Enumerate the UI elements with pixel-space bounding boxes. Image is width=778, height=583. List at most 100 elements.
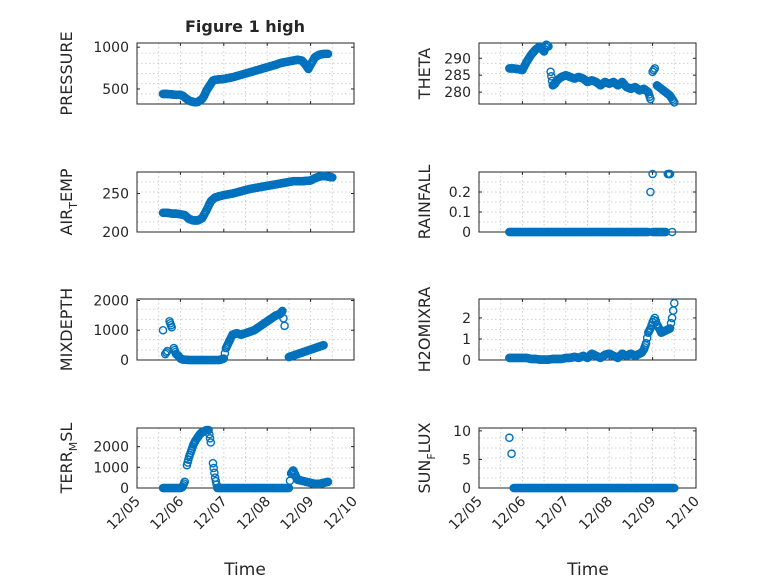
y-axis-label: PRESSURE (57, 31, 76, 115)
data-point (507, 449, 516, 459)
x-tick-label: 12/09 (620, 494, 660, 534)
y-tick-label: 2000 (93, 440, 129, 456)
y-tick-label: 0 (120, 353, 129, 369)
subplot-5: 0 1000 2000 MIXDEPTH (57, 288, 355, 371)
data-point (641, 338, 651, 348)
grid-lines (479, 428, 696, 488)
axes-frame (136, 42, 355, 105)
x-tick-label: 12/05 (446, 494, 486, 534)
y-tick-label: 200 (102, 225, 129, 241)
subplot-7: 12/05 12/06 12/07 12/08 12/09 12/10 0 1000 2000 T… (57, 423, 361, 534)
y-axis-label: H2OMIXRA (415, 287, 434, 373)
y-axis-label: MIXDEPTH (57, 288, 76, 371)
data-point (205, 429, 214, 439)
y-tick-label: 10 (453, 424, 471, 440)
y-tick-label: 1000 (93, 460, 129, 476)
x-tick-label: 12/07 (191, 494, 231, 534)
subplot-8: 12/05 12/06 12/07 12/08 12/09 12/10 0 5 10 SUNFLU… (415, 422, 703, 533)
x-axis-label-left: Time (223, 560, 266, 580)
y-tick-label: 250 (102, 187, 129, 203)
y-axis-label-main: H2OMIXRA (415, 287, 434, 373)
data-point (180, 477, 190, 487)
x-tick-label: 12/09 (278, 494, 318, 534)
x-axis-label-right: Time (566, 560, 609, 580)
data-point (667, 227, 677, 237)
x-tick-label: 12/08 (234, 494, 274, 534)
data-point (665, 324, 675, 333)
y-tick-label: 0 (462, 225, 471, 241)
data-point (208, 458, 218, 468)
y-tick-label: 0.2 (449, 185, 471, 201)
y-axis-label-main: MIXDEPTH (57, 288, 76, 371)
y-axis-label: SUNFLUX (415, 422, 438, 493)
y-axis-label-tail: LUX (415, 422, 434, 453)
data-point (219, 354, 229, 363)
series-points (158, 171, 337, 225)
data-point (544, 42, 553, 51)
data-point (668, 96, 678, 105)
series-points (158, 306, 328, 365)
y-tick-label: 2 (462, 311, 471, 327)
series-points (505, 40, 679, 107)
x-tick-label: 12/06 (147, 493, 187, 533)
subplot-3: 200 250 AIRTEMP (57, 168, 355, 241)
y-axis-label-main: PRESSURE (57, 31, 76, 115)
data-point (206, 438, 216, 447)
data-point (161, 348, 171, 357)
subplot-6: 0 1 2 H2OMIXRA (415, 287, 697, 373)
series-points (158, 425, 333, 493)
grid-lines (137, 172, 354, 232)
y-axis-label-main: AIR (57, 209, 76, 236)
data-point (646, 94, 655, 104)
series-points (505, 298, 679, 364)
data-point (646, 187, 655, 197)
data-point (665, 169, 675, 179)
x-tick-label: 12/10 (663, 494, 703, 534)
subplot-4: 0 0.1 0.2 RAINFALL (415, 165, 697, 241)
y-tick-label: 5 (462, 452, 471, 468)
y-axis-label: RAINFALL (415, 165, 434, 240)
data-point (327, 173, 337, 182)
y-tick-label: 0 (462, 353, 471, 369)
series-points (158, 49, 333, 107)
grid-lines (137, 428, 354, 488)
data-point (650, 64, 660, 73)
y-tick-label: 1000 (93, 40, 129, 56)
y-axis-label-main: TERR (57, 451, 76, 494)
subplot-1: 500 1000 PRESSURE (57, 31, 355, 116)
y-axis-label-sub: T (67, 202, 80, 210)
data-point (546, 67, 555, 77)
y-tick-label: 280 (444, 85, 471, 101)
data-point (323, 477, 333, 487)
y-tick-label: 290 (444, 51, 471, 67)
y-tick-label: 0 (120, 481, 129, 497)
y-axis-label: AIRTEMP (57, 168, 80, 235)
y-tick-label: 1 (462, 332, 471, 348)
series-points (505, 169, 677, 237)
grid-lines (479, 172, 696, 232)
data-point (670, 483, 679, 493)
y-tick-label: 0.1 (449, 205, 471, 221)
y-axis-label-sub: F (425, 453, 438, 459)
data-point (666, 318, 676, 328)
series-points (505, 433, 679, 493)
x-tick-label: 12/08 (576, 494, 616, 534)
y-axis-label-main: THETA (415, 48, 434, 100)
data-point (158, 325, 168, 335)
y-axis-label: TERRMSL (57, 423, 80, 495)
data-point (319, 340, 328, 350)
data-point (547, 72, 556, 81)
data-point (668, 306, 678, 315)
y-axis-label: THETA (415, 48, 434, 100)
data-point (167, 322, 177, 332)
y-axis-label-main: RAINFALL (415, 165, 434, 240)
axes-frame (136, 298, 355, 361)
x-tick-label: 12/06 (489, 493, 529, 533)
data-point (280, 321, 289, 331)
axes-frame (136, 171, 355, 233)
figure-title: Figure 1 high (185, 17, 305, 36)
x-tick-label: 12/07 (533, 494, 573, 534)
